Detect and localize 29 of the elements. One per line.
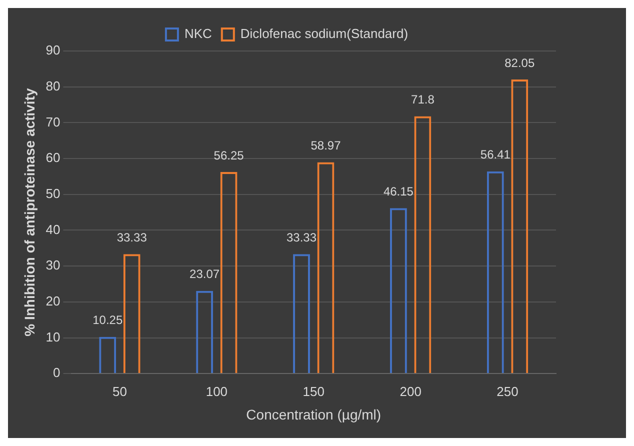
legend-label: NKC [184,26,212,42]
y-tick-label: 30 [46,258,60,273]
data-label: 46.15 [383,184,414,198]
x-tick-label: 100 [206,384,228,399]
data-label: 71.8 [411,92,435,107]
x-tick-label: 200 [400,384,422,399]
y-tick-label: 80 [46,78,60,94]
x-tick-label: 150 [302,384,324,399]
legend-label: Diclofenac sodium(Standard) [240,26,408,42]
y-tick-label: 0 [53,365,60,380]
y-tick-label: 20 [46,293,60,308]
x-axis-title: Concentration (µg/ml) [246,406,382,422]
y-tick-label: 70 [46,114,60,130]
y-tick-label: 40 [46,222,60,237]
x-tick-label: 250 [496,384,518,399]
data-label: 23.07 [190,267,220,282]
y-axis-title: % Inhibition of antiproteinase activity [21,88,38,336]
y-tick-label: 50 [46,186,60,201]
data-label: 33.33 [116,230,148,244]
data-label: 56.25 [214,148,244,162]
y-tick-label: 90 [46,42,60,58]
data-label: 82.05 [504,56,535,70]
y-tick-label: 10 [46,329,60,344]
x-tick-label: 50 [112,384,127,399]
y-tick-label: 60 [46,150,60,166]
data-label: 56.41 [480,148,511,162]
data-label: 33.33 [286,230,317,244]
data-label: 58.97 [310,138,342,153]
data-label: 10.25 [92,313,123,328]
